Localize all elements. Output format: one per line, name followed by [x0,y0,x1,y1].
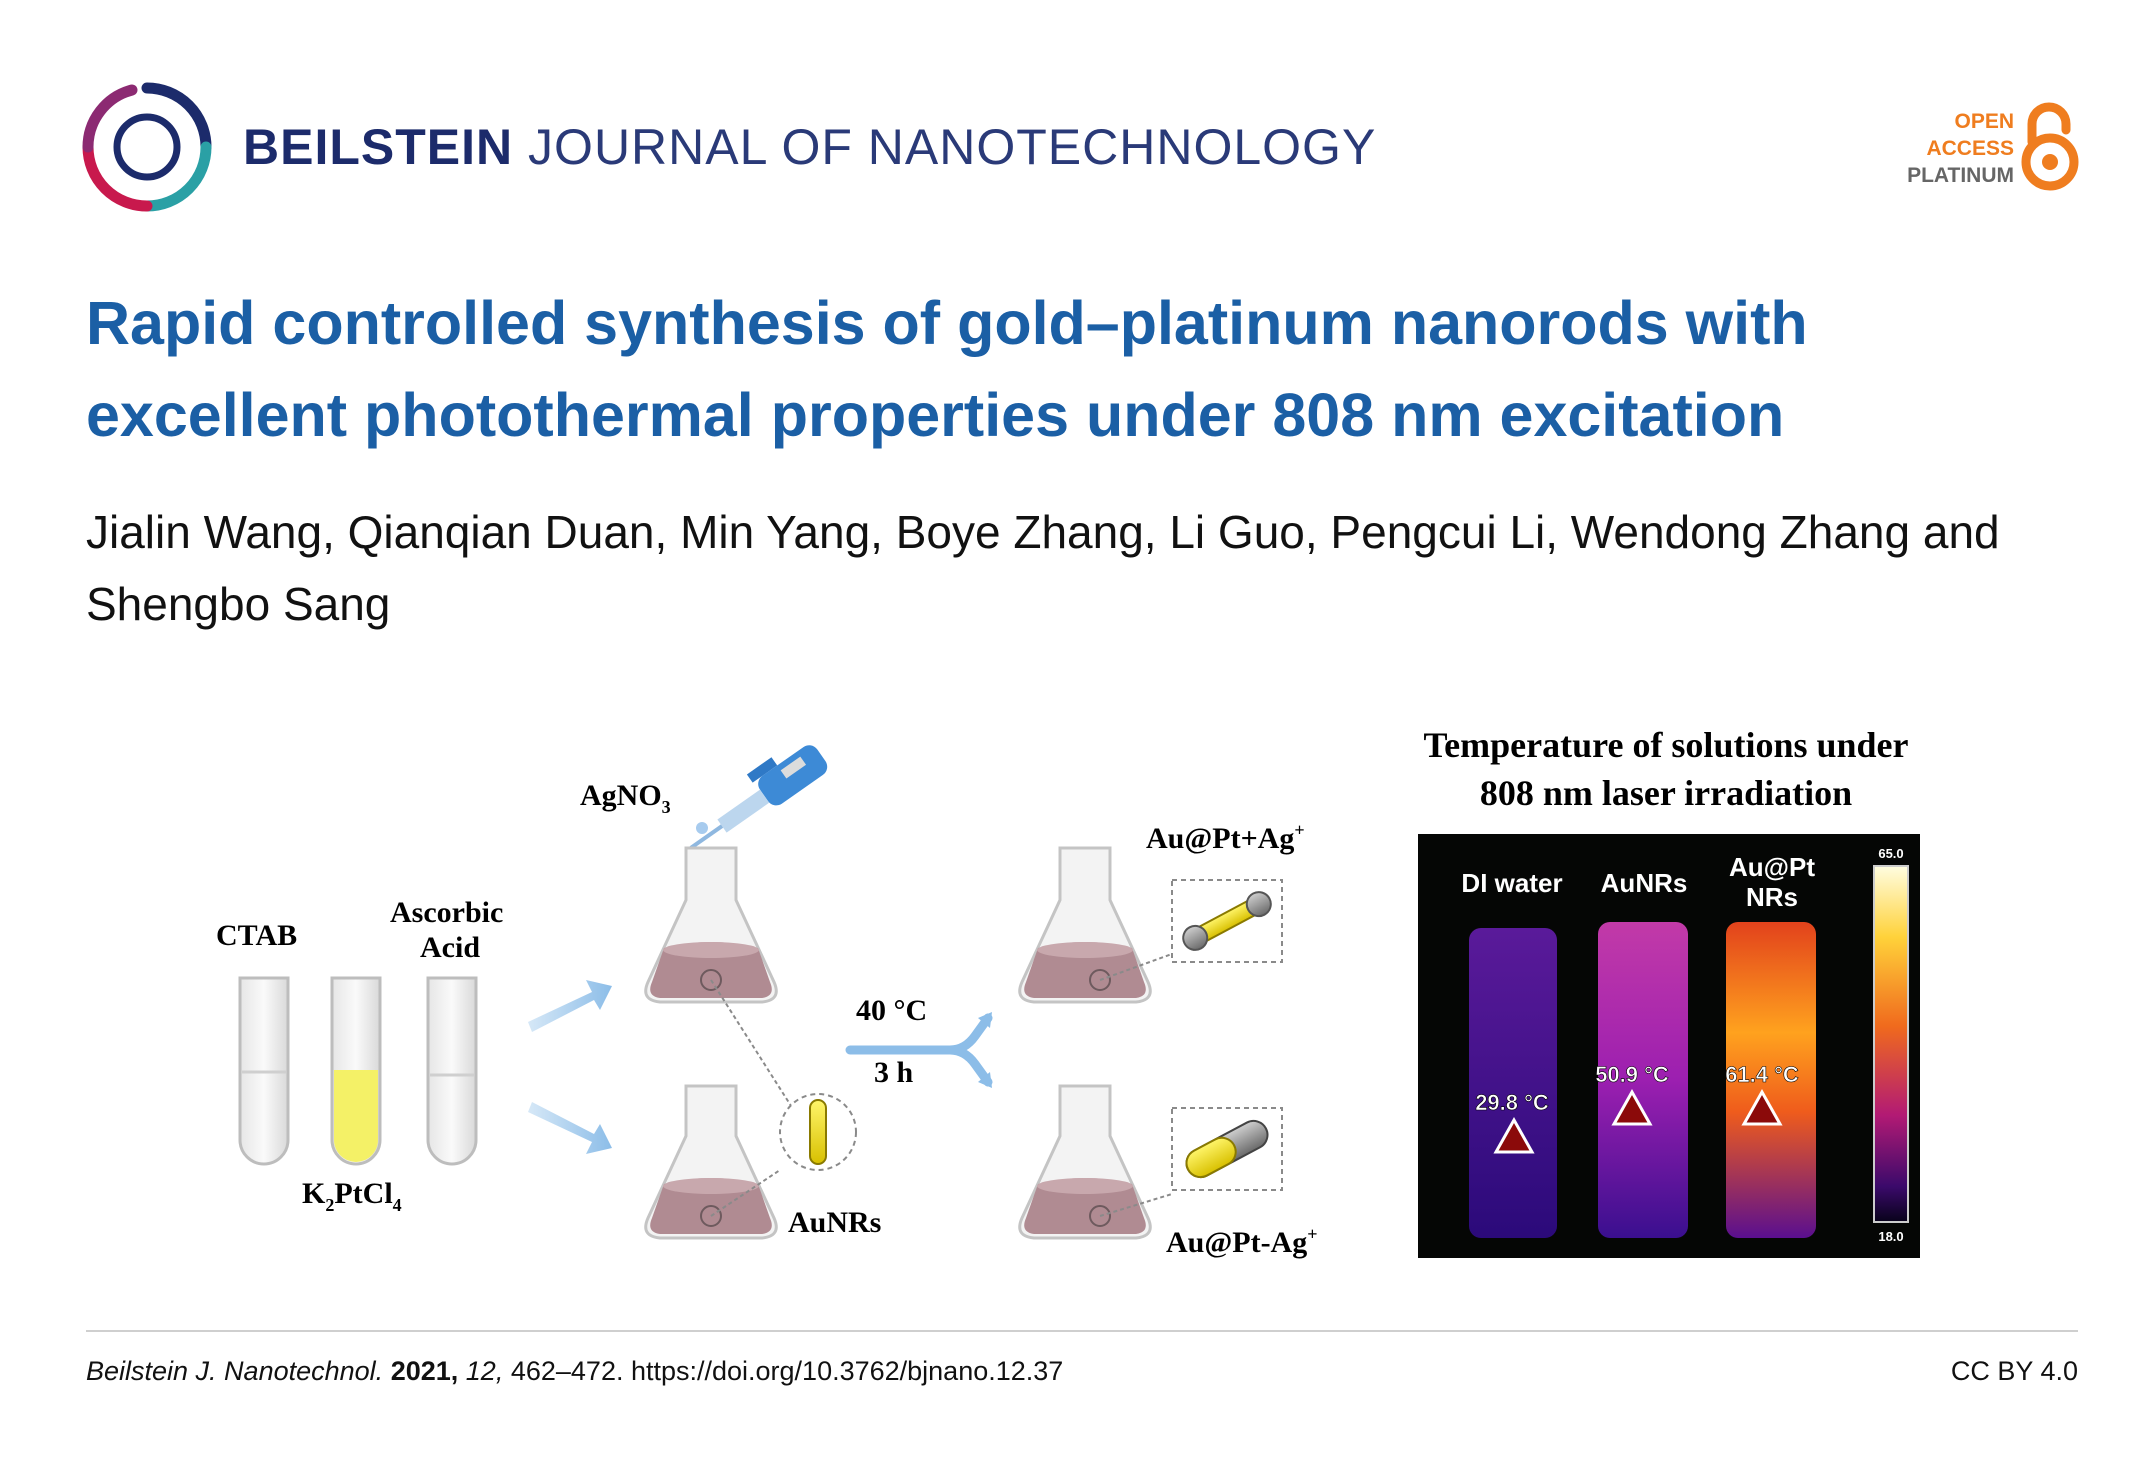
oa-line-platinum: PLATINUM [1907,164,2014,187]
tube-k2ptcl4 [330,976,382,1166]
dumbbell-nanorod-icon [1182,891,1272,951]
citation-journal: Beilstein J. Nanotechnol. [86,1356,384,1386]
tube-ascorbic-acid [426,976,478,1166]
droplet [696,822,708,834]
label-aunrs: AuNRs [788,1206,881,1239]
marker-triangle-au-pt [1741,1088,1783,1126]
graphical-abstract: CTAB Ascorbic Acid K2PtCl4 AgNO3 [216,725,1920,1259]
label-acid: Acid [420,931,480,964]
color-scale-bar [1873,865,1909,1223]
column-au-pt-nrs [1726,922,1816,1238]
arrow-down-right [528,1102,612,1154]
label-temperature: 40 °C [856,994,927,1027]
temp-di-water: 29.8 °C [1475,1090,1549,1115]
sample-label-nrs: NRs [1746,882,1798,912]
minus-sup: + [1307,1224,1317,1244]
flask-au-pt-minus-ag [1018,1084,1152,1240]
column-aunrs [1598,922,1688,1238]
article-title: Rapid controlled synthesis of gold–plati… [86,289,1808,449]
journal-name-rest: JOURNAL OF NANOTECHNOLOGY [528,119,1377,175]
beilstein-logo-icon [82,82,212,212]
agno3-sub: 3 [662,797,671,817]
capsule-nanorod-icon [1185,1119,1269,1179]
thermal-title-line1: Temperature of solutions under [1423,725,1908,765]
citation-volume: 12, [465,1356,504,1386]
label-time: 3 h [874,1056,914,1089]
sample-label-au-pt: Au@Pt [1729,852,1815,882]
label-k2ptcl4: K2PtCl4 [302,1177,402,1215]
label-ascorbic: Ascorbic [390,896,503,929]
thermal-title-line2: 808 nm laser irradiation [1480,773,1852,813]
author-list: Jialin Wang, Qianqian Duan, Min Yang, Bo… [86,506,2000,630]
fork-arrowhead-down [978,1072,992,1088]
temp-au-pt-nrs: 61.4 °C [1725,1062,1799,1087]
label-ctab: CTAB [216,919,297,952]
header: BEILSTEIN JOURNAL OF NANOTECHNOLOGY OPEN… [0,0,2150,230]
journal-name-bold: BEILSTEIN [243,119,514,175]
zoom-line-4 [1099,1193,1173,1217]
oa-line-open: OPEN [1954,110,2014,133]
journal-name: BEILSTEIN JOURNAL OF NANOTECHNOLOGY [243,118,1376,176]
footer-divider [86,1330,2078,1332]
label-au-pt-minus-ag: Au@Pt-Ag+ [1166,1224,1318,1259]
minus-main: Au@Pt-Ag [1166,1226,1307,1259]
arrow-up-right [528,980,612,1032]
zoom-line-3 [1099,953,1173,981]
sample-label-aunrs: AuNRs [1601,868,1688,898]
column-di-water [1469,928,1557,1238]
open-lock-icon [2021,102,2079,191]
k2ptcl4-sub2: 4 [393,1195,402,1215]
flask-seed-top [644,846,778,1004]
gold-nanorod-icon [809,1099,827,1165]
scale-min-label: 18.0 [1878,1229,1903,1244]
k2ptcl4-sub1: 2 [325,1195,334,1215]
flask-au-pt-plus-ag [1018,846,1152,1004]
k2ptcl4-ptcl: PtCl [334,1177,392,1210]
flask-aunrs [644,1084,778,1240]
license[interactable]: CC BY 4.0 [1950,1356,2078,1386]
plus-sup: + [1294,820,1304,840]
pipette-icon [689,745,828,850]
label-agno3: AgNO3 [580,779,671,817]
citation-year: 2021, [390,1356,459,1386]
marker-triangle-aunrs [1611,1088,1653,1126]
k2ptcl4-k: K [302,1177,326,1210]
open-access-badge: OPEN ACCESS PLATINUM [1882,100,2082,195]
plus-main: Au@Pt+Ag [1146,822,1294,855]
fork-arrow [845,1013,993,1087]
temp-aunrs: 50.9 °C [1595,1062,1669,1087]
marker-triangle-di-water [1493,1116,1535,1154]
citation: Beilstein J. Nanotechnol. 2021, 12, 462–… [86,1356,1063,1387]
tube-ctab [238,976,290,1166]
label-au-pt-plus-ag: Au@Pt+Ag+ [1146,820,1305,855]
scale-max-label: 65.0 [1878,846,1903,861]
oa-line-access: ACCESS [1926,137,2014,160]
citation-doi-link[interactable]: 462–472. https://doi.org/10.3762/bjnano.… [510,1356,1064,1386]
sample-label-di-water: DI water [1461,868,1562,898]
agno3-main: AgNO [580,779,662,812]
fork-arrowhead-up [978,1012,992,1028]
